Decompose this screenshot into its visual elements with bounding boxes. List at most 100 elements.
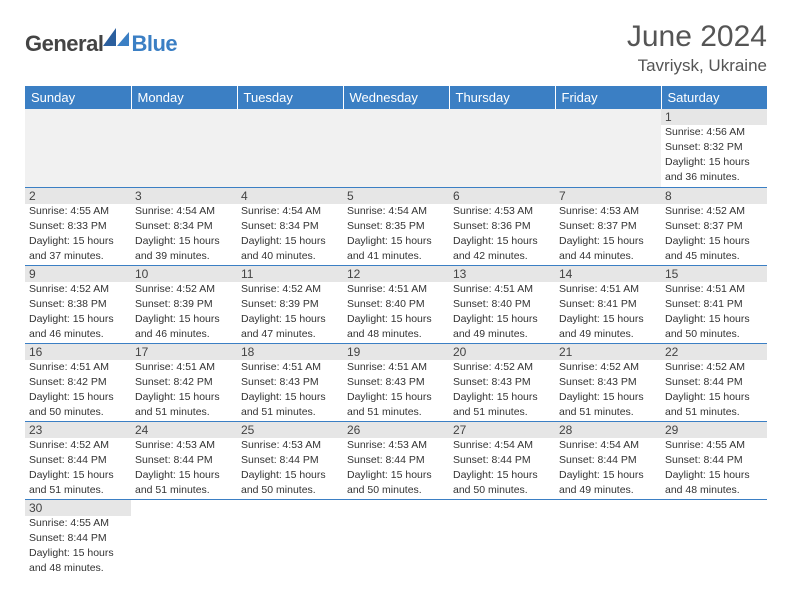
daylight-text: Daylight: 15 hours [661,390,767,405]
daylight-text: and 44 minutes. [555,249,661,264]
sunrise-text: Sunrise: 4:54 AM [343,204,449,219]
location: Tavriysk, Ukraine [627,56,767,76]
calendar-cell [555,109,661,187]
calendar-cell: 7Sunrise: 4:53 AMSunset: 8:37 PMDaylight… [555,187,661,265]
weekday-header: Saturday [661,86,767,109]
calendar-cell: 26Sunrise: 4:53 AMSunset: 8:44 PMDayligh… [343,421,449,499]
day-number: 1 [661,109,767,125]
day-number: 7 [555,188,661,204]
daylight-text: and 50 minutes. [449,483,555,498]
sunrise-text: Sunrise: 4:54 AM [237,204,343,219]
sunrise-text: Sunrise: 4:55 AM [25,516,131,531]
day-number: 12 [343,266,449,282]
daylight-text: and 45 minutes. [661,249,767,264]
logo-text-blue: Blue [131,31,177,57]
daylight-text: and 49 minutes. [555,483,661,498]
weekday-header: Friday [555,86,661,109]
sunset-text: Sunset: 8:40 PM [449,297,555,312]
calendar-cell: 29Sunrise: 4:55 AMSunset: 8:44 PMDayligh… [661,421,767,499]
sunset-text: Sunset: 8:42 PM [25,375,131,390]
daylight-text: Daylight: 15 hours [25,312,131,327]
day-number: 11 [237,266,343,282]
header: General Blue June 2024 Tavriysk, Ukraine [25,20,767,76]
day-number: 16 [25,344,131,360]
sunset-text: Sunset: 8:43 PM [555,375,661,390]
sunset-text: Sunset: 8:39 PM [237,297,343,312]
calendar-cell: 13Sunrise: 4:51 AMSunset: 8:40 PMDayligh… [449,265,555,343]
weekday-header: Tuesday [237,86,343,109]
calendar-cell [131,499,237,577]
daylight-text: Daylight: 15 hours [343,468,449,483]
sunset-text: Sunset: 8:44 PM [343,453,449,468]
daylight-text: Daylight: 15 hours [449,234,555,249]
month-title: June 2024 [627,20,767,54]
sunrise-text: Sunrise: 4:52 AM [131,282,237,297]
daylight-text: Daylight: 15 hours [25,468,131,483]
calendar-row: 16Sunrise: 4:51 AMSunset: 8:42 PMDayligh… [25,343,767,421]
calendar-cell: 30Sunrise: 4:55 AMSunset: 8:44 PMDayligh… [25,499,131,577]
day-number: 4 [237,188,343,204]
day-number: 10 [131,266,237,282]
daylight-text: and 51 minutes. [25,483,131,498]
sunset-text: Sunset: 8:40 PM [343,297,449,312]
day-number: 26 [343,422,449,438]
calendar-cell: 27Sunrise: 4:54 AMSunset: 8:44 PMDayligh… [449,421,555,499]
day-number: 24 [131,422,237,438]
daylight-text: Daylight: 15 hours [343,312,449,327]
day-number: 21 [555,344,661,360]
sunrise-text: Sunrise: 4:53 AM [131,438,237,453]
daylight-text: Daylight: 15 hours [661,312,767,327]
daylight-text: and 46 minutes. [131,327,237,342]
daylight-text: and 50 minutes. [661,327,767,342]
sunrise-text: Sunrise: 4:52 AM [555,360,661,375]
daylight-text: Daylight: 15 hours [661,234,767,249]
calendar-cell: 21Sunrise: 4:52 AMSunset: 8:43 PMDayligh… [555,343,661,421]
day-number: 6 [449,188,555,204]
daylight-text: Daylight: 15 hours [449,390,555,405]
calendar-cell: 6Sunrise: 4:53 AMSunset: 8:36 PMDaylight… [449,187,555,265]
sunrise-text: Sunrise: 4:56 AM [661,125,767,140]
sunset-text: Sunset: 8:44 PM [661,453,767,468]
daylight-text: and 49 minutes. [555,327,661,342]
sunrise-text: Sunrise: 4:52 AM [661,360,767,375]
daylight-text: Daylight: 15 hours [555,234,661,249]
calendar-cell: 23Sunrise: 4:52 AMSunset: 8:44 PMDayligh… [25,421,131,499]
sunset-text: Sunset: 8:39 PM [131,297,237,312]
sunrise-text: Sunrise: 4:53 AM [449,204,555,219]
daylight-text: Daylight: 15 hours [237,312,343,327]
calendar-cell: 9Sunrise: 4:52 AMSunset: 8:38 PMDaylight… [25,265,131,343]
day-number: 14 [555,266,661,282]
calendar-cell: 14Sunrise: 4:51 AMSunset: 8:41 PMDayligh… [555,265,661,343]
sunrise-text: Sunrise: 4:54 AM [131,204,237,219]
sunrise-text: Sunrise: 4:54 AM [449,438,555,453]
sunrise-text: Sunrise: 4:53 AM [555,204,661,219]
day-number: 30 [25,500,131,516]
calendar-cell: 19Sunrise: 4:51 AMSunset: 8:43 PMDayligh… [343,343,449,421]
calendar-cell: 5Sunrise: 4:54 AMSunset: 8:35 PMDaylight… [343,187,449,265]
calendar-row: 9Sunrise: 4:52 AMSunset: 8:38 PMDaylight… [25,265,767,343]
calendar-cell [449,109,555,187]
daylight-text: and 41 minutes. [343,249,449,264]
sunset-text: Sunset: 8:41 PM [661,297,767,312]
day-number: 23 [25,422,131,438]
sunset-text: Sunset: 8:44 PM [25,453,131,468]
daylight-text: Daylight: 15 hours [131,390,237,405]
calendar-row: 30Sunrise: 4:55 AMSunset: 8:44 PMDayligh… [25,499,767,577]
daylight-text: and 40 minutes. [237,249,343,264]
calendar-cell [131,109,237,187]
logo: General Blue [25,28,177,59]
daylight-text: Daylight: 15 hours [25,546,131,561]
daylight-text: and 36 minutes. [661,170,767,185]
sunset-text: Sunset: 8:33 PM [25,219,131,234]
day-number: 8 [661,188,767,204]
daylight-text: Daylight: 15 hours [661,155,767,170]
calendar-cell [237,109,343,187]
sunrise-text: Sunrise: 4:52 AM [661,204,767,219]
daylight-text: Daylight: 15 hours [661,468,767,483]
logo-text-general: General [25,31,103,57]
sunrise-text: Sunrise: 4:53 AM [237,438,343,453]
calendar-cell [343,109,449,187]
daylight-text: Daylight: 15 hours [343,390,449,405]
sunset-text: Sunset: 8:35 PM [343,219,449,234]
calendar-cell: 3Sunrise: 4:54 AMSunset: 8:34 PMDaylight… [131,187,237,265]
